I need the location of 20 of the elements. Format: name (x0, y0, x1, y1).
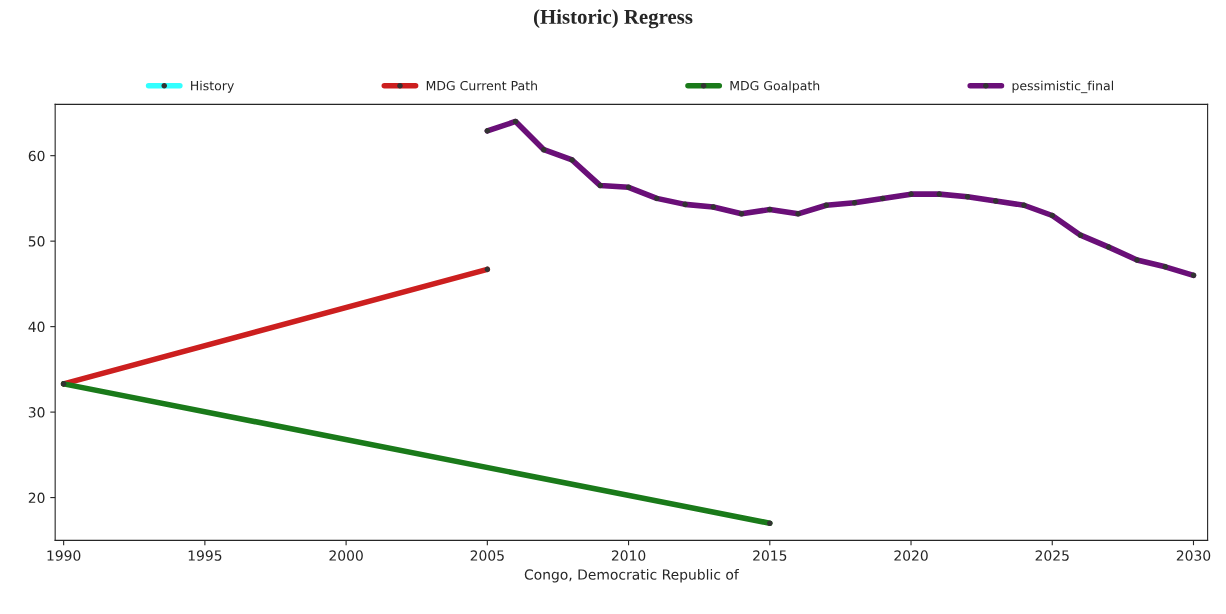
legend-label: MDG Goalpath (730, 80, 820, 93)
x-tick-label: 2030 (1176, 550, 1211, 561)
legend-label: History (191, 80, 234, 93)
x-tick-label: 2000 (329, 550, 363, 561)
y-tick-label: 40 (28, 321, 45, 333)
x-tick-label: 1995 (188, 550, 222, 561)
x-tick-label: 2015 (753, 550, 787, 561)
x-tick-label: 2010 (611, 550, 646, 561)
legend-label: pessimistic_final (1012, 80, 1114, 94)
y-tick-label: 30 (28, 407, 45, 418)
y-tick-label: 50 (28, 236, 45, 247)
x-tick-label: 2020 (894, 550, 928, 561)
x-tick-label: 1990 (47, 550, 81, 561)
y-tick-label: 60 (28, 150, 45, 162)
x-tick-label: 2025 (1035, 550, 1069, 561)
legend-label: MDG Current Path (426, 80, 537, 91)
x-axis-title: Congo, Democratic Republic of (524, 569, 740, 583)
x-tick-label: 2005 (470, 550, 504, 561)
chart-title: (Historic) Regress (533, 9, 693, 29)
y-tick-label: 20 (28, 492, 45, 504)
